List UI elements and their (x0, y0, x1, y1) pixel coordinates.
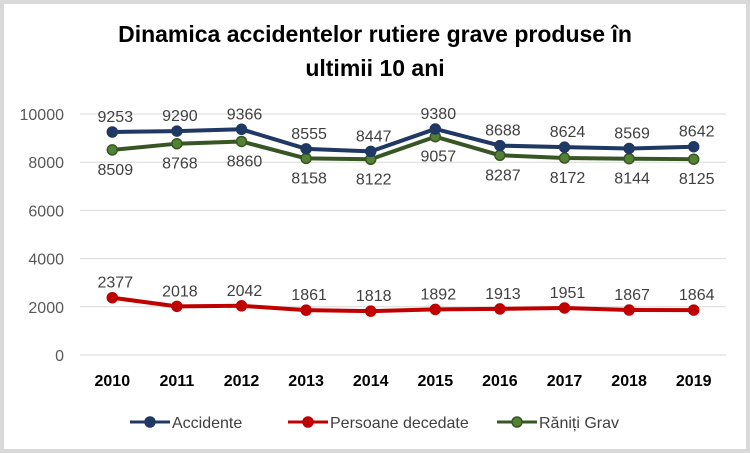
data-label: 2018 (162, 283, 198, 300)
legend: Accidente Persoane decedate Răniți Grav (130, 415, 619, 432)
data-label: 8158 (291, 170, 327, 187)
legend-label: Accidente (172, 415, 242, 432)
data-label: 1818 (356, 288, 392, 305)
y-tick-label: 8000 (28, 155, 64, 172)
chart-title-line-1: Dinamica accidentelor rutiere grave prod… (118, 21, 632, 47)
legend-item: Răniți Grav (497, 415, 619, 432)
data-label: 9253 (98, 109, 134, 126)
y-tick-label: 6000 (28, 203, 64, 220)
data-labels: 9253 9290 9366 8555 8447 9380 8688 8624 8569 8642… (98, 106, 715, 305)
y-tick-label: 4000 (28, 252, 64, 269)
data-label: 9380 (421, 106, 457, 123)
data-label: 2042 (227, 283, 263, 300)
data-label: 8860 (227, 153, 263, 170)
x-axis-labels: 2010 2011 2012 2013 2014 2015 2016 2017 2018 2019 (95, 373, 712, 390)
data-point (364, 145, 377, 158)
data-label: 1867 (614, 287, 650, 304)
data-label: 1913 (485, 286, 521, 303)
series-line (112, 295, 694, 314)
data-point (106, 291, 119, 304)
data-label: 1951 (550, 285, 586, 302)
data-label: 2377 (98, 275, 134, 292)
data-point (171, 137, 183, 150)
data-point (623, 142, 635, 155)
data-point (106, 126, 119, 138)
legend-item: Persoane decedate (288, 415, 469, 432)
data-label: 8125 (679, 171, 715, 188)
data-point (494, 303, 506, 315)
data-label: 8555 (291, 126, 327, 143)
x-tick-label: 2011 (160, 373, 195, 390)
legend-item: Accidente (130, 415, 242, 432)
x-tick-label: 2013 (288, 373, 324, 390)
data-label: 8287 (485, 167, 521, 184)
x-tick-label: 2019 (676, 373, 712, 390)
data-point (429, 303, 442, 316)
data-label: 1864 (679, 287, 715, 304)
series-lines (106, 123, 700, 317)
legend-label: Persoane decedate (330, 415, 469, 432)
data-label: 8569 (614, 125, 650, 142)
y-tick-label: 10000 (20, 107, 65, 124)
x-tick-label: 2010 (95, 373, 131, 390)
series-line (112, 126, 694, 154)
data-label: 8144 (614, 171, 650, 188)
data-point (558, 302, 571, 314)
data-point (171, 300, 183, 313)
data-point (300, 152, 312, 165)
data-label: 8122 (356, 171, 392, 188)
data-point (687, 304, 700, 316)
data-point (300, 143, 312, 155)
data-label: 1892 (421, 286, 457, 303)
x-tick-label: 2016 (482, 373, 518, 390)
data-point (429, 123, 442, 135)
data-point (558, 141, 571, 153)
data-point (235, 123, 248, 136)
data-point (364, 305, 377, 317)
x-tick-label: 2018 (611, 373, 647, 390)
y-axis-labels: 0 2000 4000 6000 8000 10000 (20, 107, 65, 365)
data-point (687, 140, 700, 153)
x-tick-label: 2014 (353, 373, 389, 390)
data-point (494, 139, 506, 152)
gridlines (80, 113, 726, 356)
data-label: 9057 (421, 149, 457, 166)
data-label: 1861 (291, 287, 327, 304)
data-point (106, 144, 119, 156)
data-label: 9366 (227, 106, 263, 123)
y-tick-label: 0 (55, 348, 64, 365)
data-label: 9290 (162, 108, 198, 125)
data-label: 8447 (356, 128, 392, 145)
data-label: 8768 (162, 156, 198, 173)
x-tick-label: 2012 (224, 373, 260, 390)
y-tick-label: 2000 (28, 300, 64, 317)
legend-marker-icon (144, 416, 156, 428)
data-point (171, 125, 183, 137)
data-label: 8509 (98, 162, 134, 179)
legend-marker-icon (302, 416, 314, 428)
series-line (112, 134, 694, 162)
data-point (235, 135, 248, 148)
data-point (494, 149, 506, 162)
legend-label: Răniți Grav (539, 415, 619, 432)
chart-title-line-2: ultimii 10 ani (305, 55, 445, 81)
data-label: 8624 (550, 124, 586, 141)
legend-marker-icon (511, 416, 523, 428)
data-point (558, 152, 571, 164)
data-point (623, 304, 635, 316)
data-label: 8642 (679, 124, 715, 141)
data-point (687, 153, 700, 165)
x-tick-label: 2017 (547, 373, 583, 390)
data-point (300, 304, 312, 316)
x-tick-label: 2015 (418, 373, 454, 390)
data-point (235, 300, 248, 312)
data-label: 8688 (485, 123, 521, 140)
data-point (623, 152, 635, 165)
data-label: 8172 (550, 170, 586, 187)
